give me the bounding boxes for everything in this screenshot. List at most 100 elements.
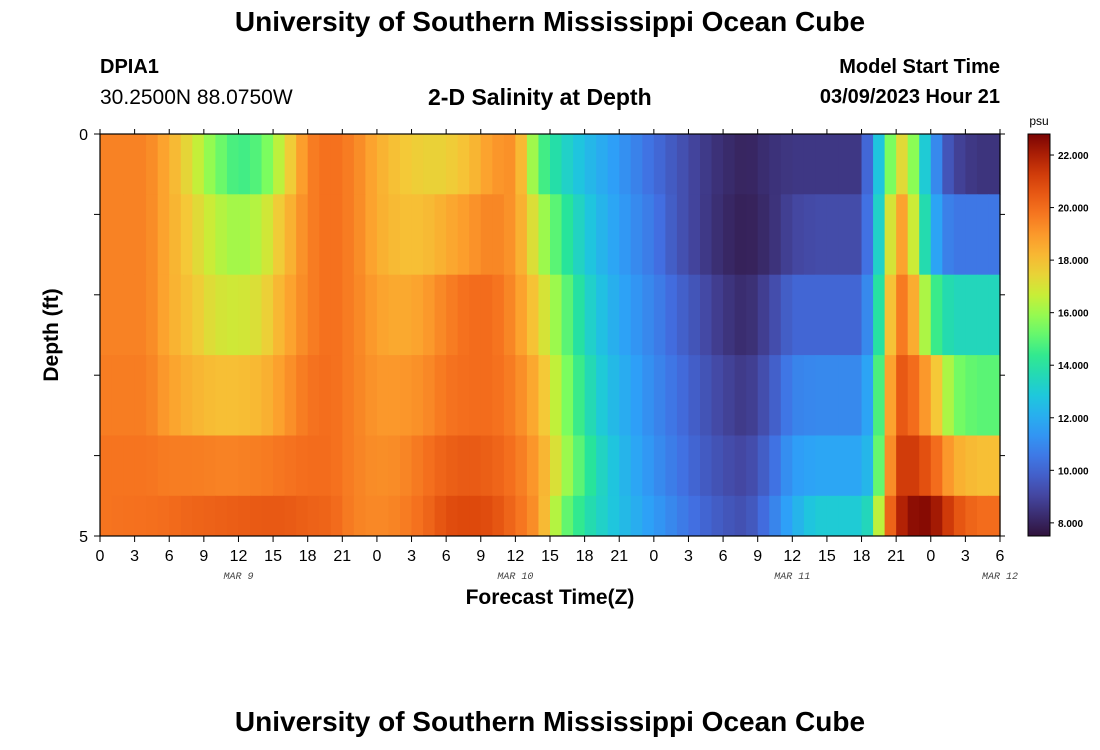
- heatmap-cell: [376, 274, 390, 356]
- heatmap-cell: [884, 134, 897, 195]
- heatmap-cell: [873, 134, 886, 195]
- heatmap-cell: [734, 495, 747, 537]
- heatmap-cell: [319, 134, 332, 195]
- heatmap-cell: [238, 355, 251, 436]
- heatmap-cell: [550, 194, 563, 276]
- heatmap-cell: [734, 355, 747, 436]
- heatmap-cell: [457, 194, 470, 276]
- heatmap-cell: [942, 274, 955, 356]
- heatmap-cell: [423, 355, 436, 436]
- heatmap-cell: [746, 134, 759, 195]
- heatmap-cell: [111, 435, 124, 497]
- heatmap-cell: [861, 435, 874, 497]
- heatmap-cell: [446, 435, 459, 497]
- heatmap-cell: [123, 134, 136, 195]
- heatmap-cell: [123, 435, 136, 497]
- heatmap-cell: [250, 435, 263, 497]
- heatmap-cell: [850, 435, 863, 497]
- heatmap-cell: [630, 134, 643, 195]
- heatmap-cell: [353, 194, 366, 276]
- heatmap-cell: [619, 194, 632, 276]
- heatmap-cell: [388, 435, 401, 497]
- heatmap-cell: [769, 274, 782, 356]
- heatmap-cell: [111, 355, 124, 436]
- heatmap-cell: [423, 134, 436, 195]
- heatmap-cell: [388, 134, 401, 195]
- x-tick-label: 12: [783, 548, 801, 565]
- heatmap-cell: [630, 194, 643, 276]
- heatmap-cell: [434, 355, 447, 436]
- heatmap-cell: [573, 435, 586, 497]
- heatmap-cell: [596, 134, 609, 195]
- heatmap-cell: [930, 435, 943, 497]
- x-tick-label: 0: [96, 548, 105, 565]
- heatmap-cell: [353, 355, 366, 436]
- heatmap-cell: [146, 495, 159, 537]
- heatmap-cell: [203, 274, 216, 356]
- heatmap-cell: [711, 355, 724, 436]
- heatmap-cell: [192, 274, 205, 356]
- heatmap-cell: [492, 495, 505, 537]
- heatmap-cell: [665, 495, 678, 537]
- heatmap-cell: [492, 355, 505, 436]
- footer-title: University of Southern Mississippi Ocean…: [234, 706, 866, 737]
- heatmap-cell: [838, 355, 851, 436]
- heatmap-cell: [711, 194, 724, 276]
- heatmap-cell: [538, 194, 551, 276]
- heatmap-cell: [596, 274, 609, 356]
- heatmap-cell: [250, 274, 263, 356]
- heatmap-cell: [676, 134, 690, 195]
- heatmap-cell: [215, 274, 228, 356]
- heatmap-cell: [688, 274, 701, 356]
- heatmap-cell: [157, 495, 170, 537]
- heatmap-cell: [492, 435, 505, 497]
- heatmap-cell: [630, 274, 643, 356]
- heatmap-cell: [861, 134, 874, 195]
- x-tick-label: 18: [853, 548, 871, 565]
- heatmap-cell: [711, 274, 724, 356]
- heatmap-cell: [261, 134, 274, 195]
- heatmap-cell: [192, 134, 205, 195]
- heatmap-cell: [676, 274, 690, 356]
- heatmap-cell: [953, 134, 966, 195]
- x-tick-label: 6: [442, 548, 451, 565]
- heatmap-cell: [850, 355, 863, 436]
- heatmap-cell: [111, 274, 124, 356]
- heatmap-cell: [988, 134, 1001, 195]
- heatmap-cell: [953, 495, 966, 537]
- heatmap-cell: [711, 495, 724, 537]
- heatmap-cell: [446, 495, 459, 537]
- heatmap-cell: [146, 355, 159, 436]
- heatmap-cell: [861, 355, 874, 436]
- heatmap-cell: [561, 274, 574, 356]
- heatmap-cell: [861, 274, 874, 356]
- heatmap-cell: [376, 435, 390, 497]
- heatmap-cell: [803, 274, 816, 356]
- model-start-value: 03/09/2023 Hour 21: [819, 86, 1000, 108]
- heatmap-cell: [226, 355, 240, 436]
- heatmap-cell: [988, 355, 1001, 436]
- heatmap-cell: [723, 194, 736, 276]
- model-start-label: Model Start Time: [839, 56, 1000, 78]
- heatmap-cell: [630, 495, 643, 537]
- heatmap-cell: [365, 495, 378, 537]
- heatmap-cell: [111, 495, 124, 537]
- heatmap-cell: [503, 355, 516, 436]
- heatmap-cell: [515, 194, 528, 276]
- heatmap-cell: [480, 194, 493, 276]
- heatmap-cell: [757, 435, 770, 497]
- heatmap-cell: [376, 495, 390, 537]
- heatmap-cell: [850, 194, 863, 276]
- heatmap-cell: [953, 194, 966, 276]
- heatmap-cell: [273, 435, 286, 497]
- heatmap-cell: [573, 194, 586, 276]
- heatmap-cell: [203, 495, 216, 537]
- heatmap-cell: [965, 435, 978, 497]
- heatmap-cell: [434, 495, 447, 537]
- heatmap-cell: [423, 435, 436, 497]
- heatmap-cell: [515, 435, 528, 497]
- heatmap-cell: [988, 495, 1001, 537]
- heatmap-cell: [965, 274, 978, 356]
- heatmap-cell: [815, 435, 828, 497]
- y-tick-label: 5: [79, 529, 88, 546]
